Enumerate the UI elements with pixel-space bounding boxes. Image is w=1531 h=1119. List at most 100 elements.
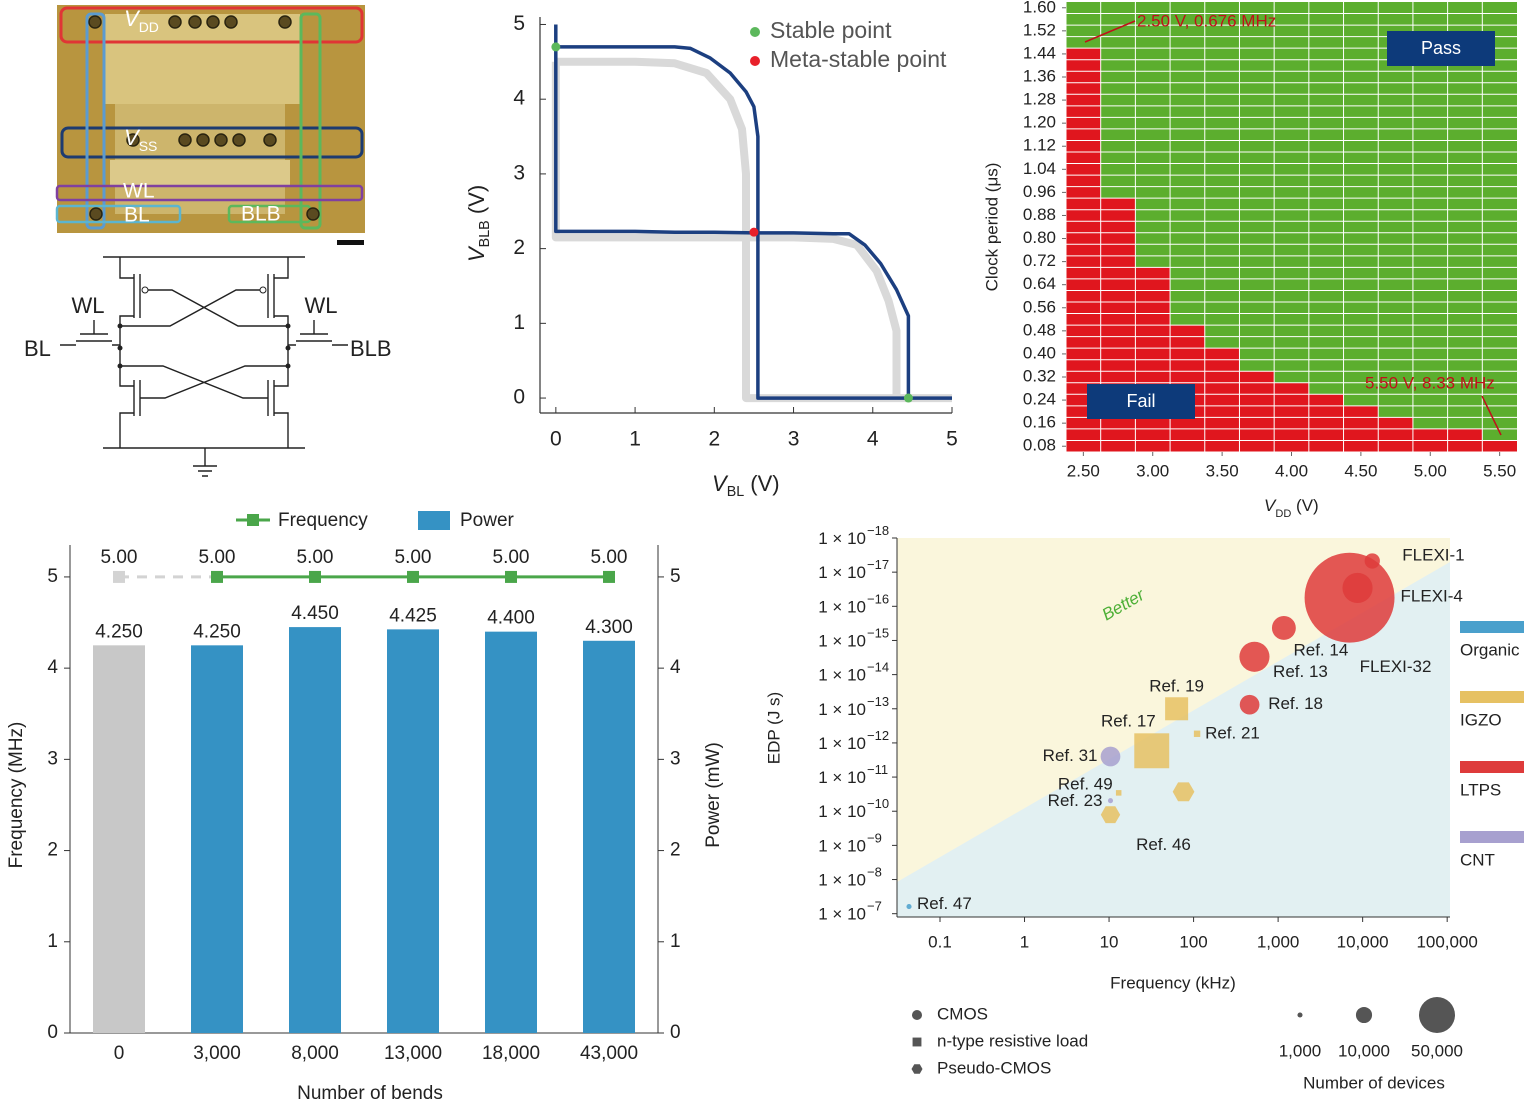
legend-label: Power — [460, 510, 515, 531]
y-tick-label: 0.72 — [1023, 251, 1056, 270]
metal-region — [105, 14, 300, 104]
nodes — [117, 323, 291, 369]
y-tick-mantissa: 1 × 10 — [818, 803, 866, 822]
marker — [211, 570, 223, 583]
pass-label: Pass — [1421, 38, 1461, 58]
x-tick-label: 4 — [867, 428, 879, 451]
y-tick-label: 1 × 10−7 — [818, 899, 882, 924]
bar — [289, 627, 341, 1033]
y-tick-label: 1.60 — [1023, 0, 1056, 16]
x-tick-label: 2.50 — [1067, 461, 1100, 480]
size-legend-swatch — [1418, 996, 1456, 1034]
axis-title-main: V — [712, 471, 729, 496]
y-tick-label: 1 × 10−18 — [818, 523, 889, 548]
value-label: 4.400 — [487, 608, 535, 629]
fail-box — [1087, 384, 1195, 419]
point-label: FLEXI-32 — [1360, 657, 1432, 676]
pass-box — [1387, 31, 1495, 66]
legend-swatch — [750, 56, 760, 66]
y2-tick-label: 0 — [670, 1022, 681, 1043]
x-tick-label: 10 — [1100, 932, 1119, 951]
y-tick-exponent: −18 — [867, 523, 889, 538]
y-tick-exponent: −8 — [867, 865, 882, 880]
y-tick-exponent: −10 — [867, 797, 889, 812]
x-tick-label: 4.50 — [1344, 461, 1377, 480]
y-tick-mantissa: 1 × 10 — [818, 871, 866, 890]
label-sub: DD — [139, 19, 159, 35]
x-tick-label: 1 — [1020, 932, 1029, 951]
size-legend-title: Number of devices — [1303, 1073, 1445, 1092]
axis-title: Frequency (MHz) — [6, 722, 27, 869]
axis-title-unit: (V) — [464, 185, 489, 220]
bl-label: BL — [24, 336, 51, 361]
x-tick-label: 1,000 — [1257, 932, 1300, 951]
annotation-line — [1084, 20, 1136, 43]
y-tick-label: 1 — [513, 311, 525, 334]
y-tick-exponent: −12 — [867, 728, 889, 743]
point-label: Ref. 23 — [1048, 791, 1103, 810]
fail-label: Fail — [1126, 391, 1155, 411]
legend-swatch — [1460, 831, 1524, 843]
blb-label: BLB — [350, 336, 392, 361]
point — [551, 42, 561, 52]
blb-label: BLB — [241, 203, 281, 226]
y-tick-label: 1 × 10−17 — [818, 558, 889, 583]
x-tick-label: 5.50 — [1483, 461, 1516, 480]
y-tick-label: 0.08 — [1023, 436, 1056, 455]
y-tick-label: 0 — [513, 386, 525, 409]
y-tick-exponent: −11 — [867, 763, 888, 778]
axis-title: VDD (V) — [1264, 496, 1319, 519]
point — [1107, 798, 1114, 804]
y-tick-label: 1 × 10−8 — [818, 865, 882, 890]
legend-label: Pseudo-CMOS — [937, 1058, 1051, 1077]
axis-title: Power (mW) — [703, 742, 724, 848]
fail-column — [1482, 440, 1517, 452]
y-tick-label: 0.40 — [1023, 343, 1056, 362]
point-label: Ref. 17 — [1101, 711, 1156, 730]
y-tick-label: 4 — [47, 657, 58, 678]
label-main: V — [124, 125, 141, 150]
bubble — [141, 286, 149, 294]
legend-label: n-type resistive load — [937, 1031, 1088, 1050]
y-tick-mantissa: 1 × 10 — [818, 905, 866, 924]
y-tick-label: 1 — [47, 931, 58, 952]
legend-swatch — [1460, 621, 1524, 633]
bl-outline — [85, 12, 106, 230]
x-tick-label: 0 — [114, 1043, 125, 1064]
y-tick-label: 0.32 — [1023, 366, 1056, 385]
y-tick-exponent: −15 — [867, 626, 889, 641]
legend-label: Frequency — [278, 510, 368, 531]
point-label: Ref. 19 — [1149, 676, 1204, 695]
point-label: Ref. 18 — [1268, 694, 1323, 713]
fail-column — [1239, 371, 1275, 452]
y-tick-label: 1.20 — [1023, 113, 1056, 132]
fail-column — [1204, 348, 1240, 452]
x-tick-label: 13,000 — [384, 1043, 442, 1064]
y-tick-mantissa: 1 × 10 — [818, 632, 866, 651]
legend-swatch — [1460, 691, 1524, 703]
y-tick-label: 1 × 10−9 — [818, 831, 882, 856]
wl-outline — [55, 184, 364, 202]
size-legend-label: 1,000 — [1279, 1041, 1322, 1060]
bar — [387, 629, 439, 1033]
scale-bar — [337, 240, 364, 245]
region-lower — [897, 562, 1450, 917]
legend-swatch — [750, 27, 760, 37]
vss-label: VSS — [124, 125, 157, 154]
x-tick-label: 5 — [946, 428, 958, 451]
axis-title: EDP (J s) — [764, 692, 783, 764]
y2-tick-label: 4 — [670, 657, 681, 678]
point — [1134, 733, 1170, 769]
y-tick-mantissa: 1 × 10 — [818, 564, 866, 583]
point — [749, 227, 759, 237]
point — [911, 1064, 923, 1074]
point — [1100, 806, 1121, 824]
x-tick-label: 100 — [1179, 932, 1207, 951]
point-label: Ref. 49 — [1058, 774, 1113, 793]
point-label: Ref. 14 — [1293, 640, 1348, 659]
y-tick-label: 2 — [47, 840, 58, 861]
legend-label: LTPS — [1460, 780, 1501, 799]
y-tick-label: 0.96 — [1023, 182, 1056, 201]
point — [1100, 746, 1121, 767]
value-label: 5.00 — [395, 547, 432, 568]
